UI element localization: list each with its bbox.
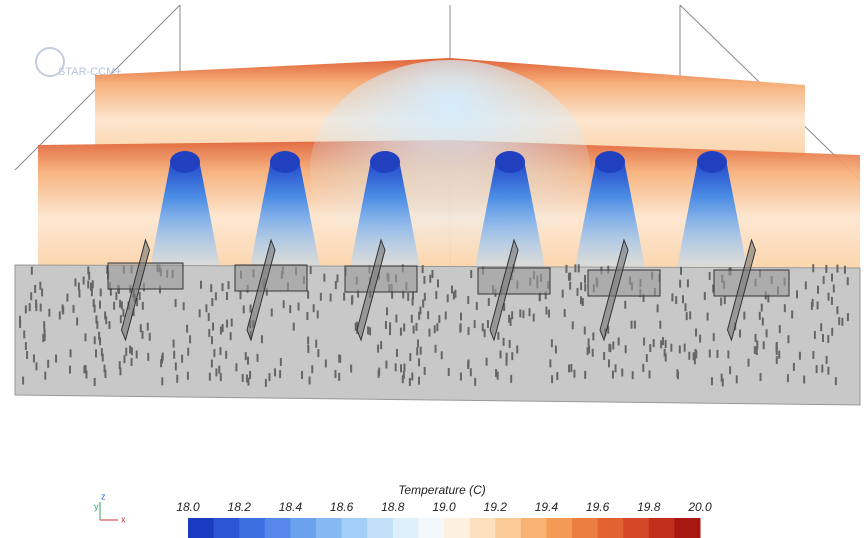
colorbar-segment [444,518,470,538]
triad-x: x [121,514,126,524]
colorbar-tick-label: 19.2 [484,500,508,514]
colorbar-segment [572,518,598,538]
diffuser-jet [697,151,727,173]
desk [714,270,789,296]
colorbar-tick-label: 19.4 [535,500,559,514]
colorbar-tick-label: 19.0 [432,500,456,514]
logo-mark [36,48,64,76]
diffuser-jet [370,151,400,173]
diffuser-jet [170,151,200,173]
colorbar-segment [418,518,444,538]
colorbar-segment [316,518,342,538]
colorbar-tick-label: 19.8 [637,500,661,514]
desk [345,266,417,292]
colorbar-segment [239,518,265,538]
colorbar-tick-label: 18.0 [176,500,200,514]
colorbar-segment [470,518,496,538]
colorbar-segment [393,518,419,538]
colorbar-tick-label: 18.6 [330,500,354,514]
colorbar-tick-label: 20.0 [687,500,712,514]
colorbar-segment [214,518,240,538]
triad-y: y [94,501,99,511]
colorbar-segment [188,518,214,538]
desk [478,268,550,294]
desk [588,270,660,296]
triad-z: z [101,491,106,501]
colorbar-segment [265,518,291,538]
colorbar-segment [342,518,368,538]
colorbar-segment [290,518,316,538]
axis-triad: z y x [94,491,126,524]
colorbar-tick-label: 18.4 [279,500,303,514]
colorbar-segment [546,518,572,538]
center-cool-zone [310,60,590,280]
colorbar-tick-label: 19.6 [586,500,610,514]
logo: STAR-CCM+ [58,66,122,78]
colorbar-segment [495,518,521,538]
simulation-view: STAR-CCM+ z y x Temperature (C) 18.0 18.2… [0,0,864,538]
colorbar-segment [598,518,624,538]
colorbar-tick-label: 18.8 [381,500,405,514]
colorbar: 18.0 18.2 18.4 18.6 18.8 19.0 19.2 19.4 19.6 19.8… [176,500,712,538]
colorbar-title: Temperature (C) [398,483,486,497]
colorbar-tick-label: 18.2 [228,500,252,514]
colorbar-segment [674,518,700,538]
diffuser-jet [495,151,525,173]
diffuser-jet [270,151,300,173]
diffuser-jet [595,151,625,173]
colorbar-segment [367,518,393,538]
desk [235,265,307,291]
colorbar-segment [623,518,649,538]
colorbar-segment [521,518,547,538]
colorbar-segment [649,518,675,538]
